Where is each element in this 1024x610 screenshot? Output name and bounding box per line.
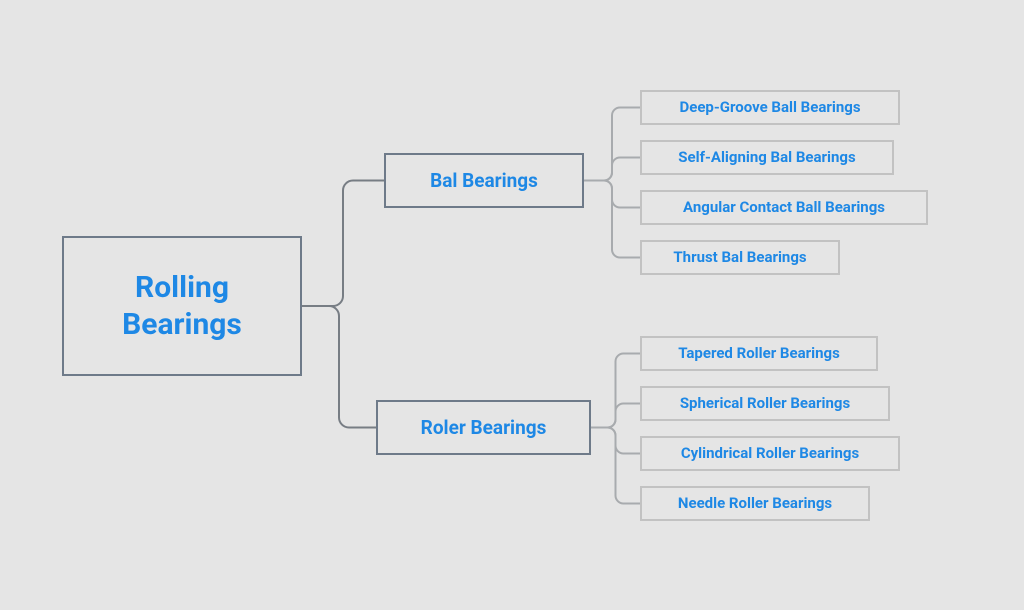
- node-leaf-roller-2: Spherical Roller Bearings: [640, 386, 890, 421]
- node-leaf-roller-3-label: Cylindrical Roller Bearings: [681, 444, 859, 463]
- connector-path: [591, 404, 640, 428]
- node-leaf-ball-2-label: Self-Aligning Bal Bearings: [678, 148, 855, 167]
- node-ball-label: Bal Bearings: [430, 169, 538, 193]
- connector-path: [591, 428, 640, 454]
- node-ball: Bal Bearings: [384, 153, 584, 208]
- node-leaf-roller-3: Cylindrical Roller Bearings: [640, 436, 900, 471]
- node-leaf-roller-1-label: Tapered Roller Bearings: [678, 344, 840, 363]
- node-leaf-ball-3-label: Angular Contact Ball Bearings: [683, 198, 885, 217]
- node-root: Rolling Bearings: [62, 236, 302, 376]
- connector-path: [302, 306, 376, 428]
- node-leaf-roller-4: Needle Roller Bearings: [640, 486, 870, 521]
- node-root-label: Rolling Bearings: [76, 269, 288, 344]
- connector-path: [584, 181, 640, 258]
- connector-path: [584, 181, 640, 208]
- node-leaf-ball-4: Thrust Bal Bearings: [640, 240, 840, 275]
- node-roller-label: Roler Bearings: [421, 416, 547, 440]
- connector-path: [302, 181, 384, 307]
- connector-path: [584, 108, 640, 181]
- node-leaf-ball-2: Self-Aligning Bal Bearings: [640, 140, 894, 175]
- node-leaf-ball-1: Deep-Groove Ball Bearings: [640, 90, 900, 125]
- node-leaf-ball-1-label: Deep-Groove Ball Bearings: [679, 98, 860, 117]
- node-leaf-roller-4-label: Needle Roller Bearings: [678, 494, 832, 513]
- node-roller: Roler Bearings: [376, 400, 591, 455]
- connector-path: [591, 354, 640, 428]
- connector-path: [584, 158, 640, 181]
- node-leaf-roller-1: Tapered Roller Bearings: [640, 336, 878, 371]
- connector-path: [591, 428, 640, 504]
- node-leaf-ball-3: Angular Contact Ball Bearings: [640, 190, 928, 225]
- node-leaf-roller-2-label: Spherical Roller Bearings: [680, 394, 850, 413]
- node-leaf-ball-4-label: Thrust Bal Bearings: [673, 248, 806, 267]
